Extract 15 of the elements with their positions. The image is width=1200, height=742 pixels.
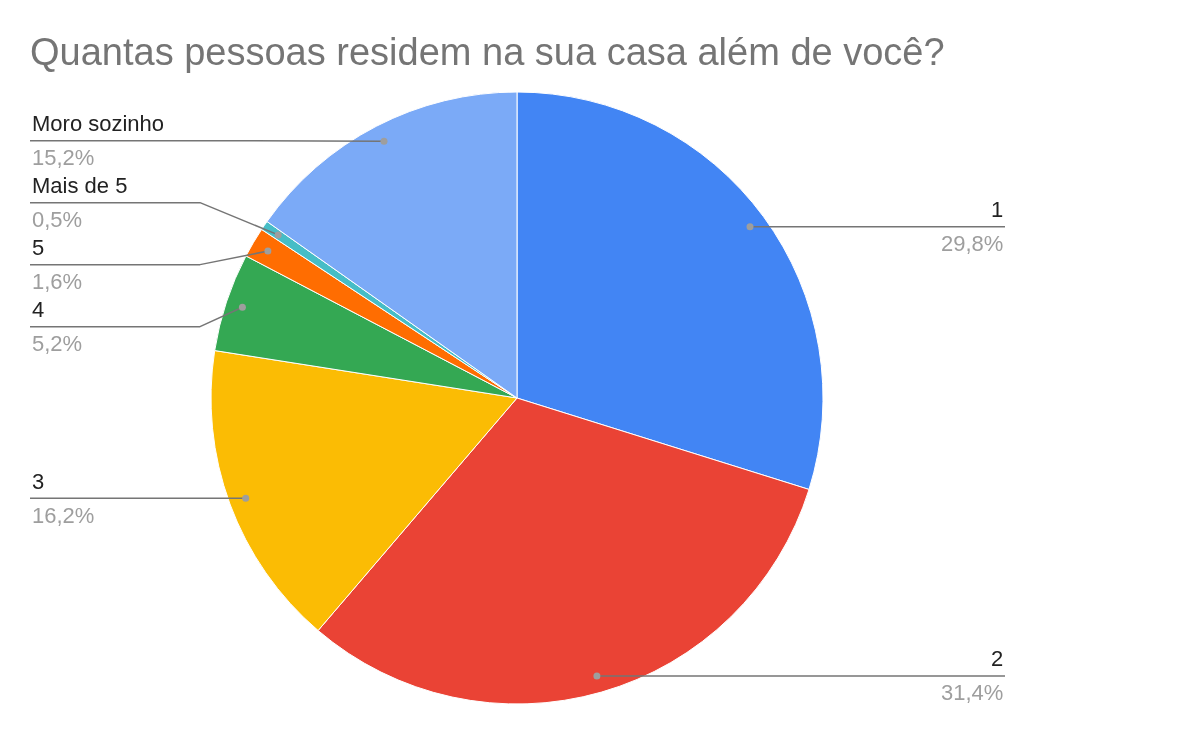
slice-label: 3 [32, 469, 45, 494]
data-label: 15,2% [32, 145, 95, 170]
data-label: 0,5% [32, 207, 83, 232]
slice-label: 5 [32, 235, 45, 260]
slice-label: Mais de 5 [32, 173, 128, 198]
slice-label: Moro sozinho [32, 111, 165, 136]
data-label: 31,4% [941, 680, 1004, 705]
data-label: 16,2% [32, 503, 95, 528]
slice-label: 1 [991, 197, 1004, 222]
data-label: 29,8% [941, 231, 1004, 256]
data-label: 1,6% [32, 269, 83, 294]
slice-label: 4 [32, 297, 45, 322]
slice-label: 2 [991, 646, 1004, 671]
chart-title: Quantas pessoas residem na sua casa além de você? [30, 31, 945, 74]
data-label: 5,2% [32, 331, 83, 356]
